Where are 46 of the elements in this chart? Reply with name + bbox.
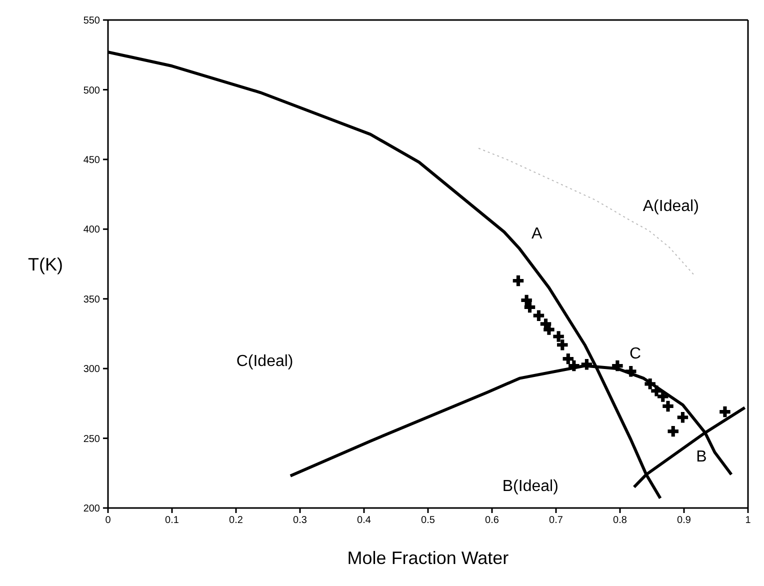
point — [553, 331, 564, 342]
x-tick-label: 0.2 — [229, 515, 244, 526]
point — [651, 386, 662, 396]
series-label: C — [629, 346, 642, 363]
series-label: B — [696, 448, 707, 466]
point — [677, 412, 688, 423]
point — [568, 360, 580, 372]
y-tick-label: 350 — [83, 294, 100, 306]
point — [524, 302, 536, 313]
y-tick-label: 400 — [83, 224, 100, 236]
x-tick-label: 0.8 — [613, 515, 628, 526]
y-axis-title: T(K) — [28, 254, 63, 274]
y-tick-label: 200 — [83, 504, 100, 515]
x-axis-title: Mole Fraction Water — [347, 548, 509, 568]
y-tick-label: 500 — [83, 85, 100, 96]
annotation: C(Ideal) — [236, 352, 294, 371]
point — [533, 310, 544, 321]
point — [521, 294, 532, 306]
y-tick-label: 300 — [83, 364, 100, 376]
x-tick-label: 0.7 — [549, 515, 564, 526]
point — [557, 340, 568, 350]
point — [626, 366, 636, 377]
point — [562, 353, 574, 364]
y-tick-label: 450 — [83, 154, 100, 166]
point — [512, 275, 524, 286]
x-tick-label: 0 — [105, 515, 112, 526]
point — [644, 378, 656, 390]
y-tick-label: 550 — [83, 16, 100, 27]
annotation: B(Ideal) — [502, 478, 558, 496]
x-tick-label: 0.4 — [357, 515, 372, 526]
series-label: A(Ideal) — [642, 198, 699, 215]
x-tick-label: 0.9 — [677, 515, 692, 526]
x-tick-label: 0.3 — [293, 515, 308, 526]
x-tick-label: 0.1 — [165, 515, 180, 526]
point — [581, 359, 592, 370]
point — [612, 360, 623, 372]
point — [662, 400, 674, 412]
series-label: A — [532, 226, 543, 243]
point — [544, 324, 554, 335]
x-tick-label: 0.6 — [485, 515, 500, 526]
point — [668, 426, 678, 437]
y-tick-label: 250 — [83, 434, 100, 445]
x-tick-label: 0.5 — [421, 515, 436, 526]
point — [658, 391, 668, 402]
x-tick-label: 1 — [745, 515, 752, 526]
point — [720, 406, 730, 418]
